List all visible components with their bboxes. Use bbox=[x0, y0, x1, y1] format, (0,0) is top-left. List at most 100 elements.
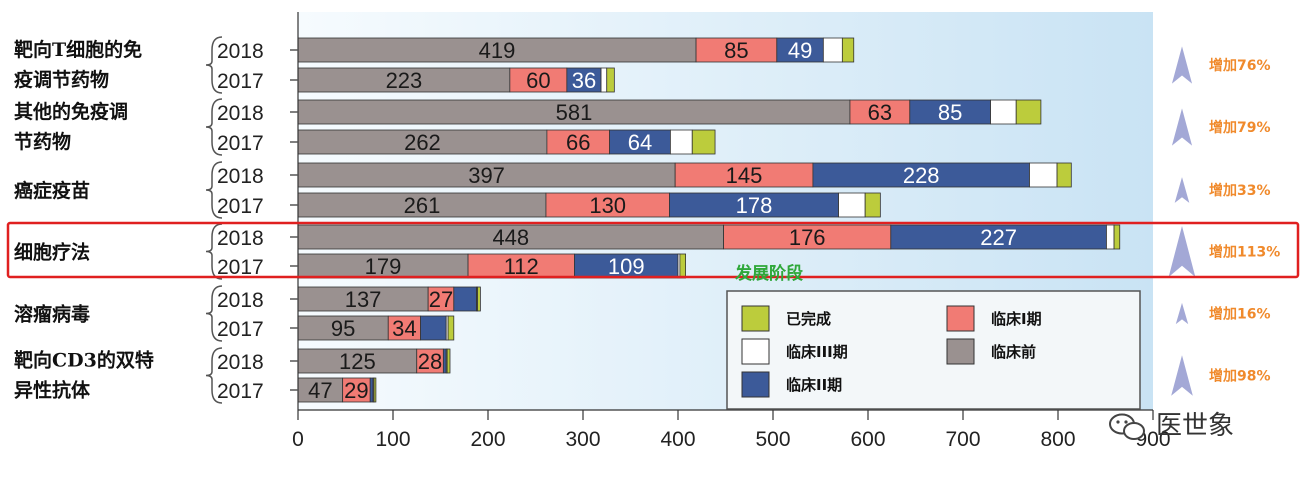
legend-swatch bbox=[741, 338, 770, 365]
category-brace bbox=[205, 36, 223, 94]
x-axis: 0 100 200 300 400 500 600 700 800 900 bbox=[292, 12, 1171, 451]
bar-segment bbox=[1056, 162, 1072, 188]
data-label: 448 bbox=[492, 225, 529, 250]
bar-segment bbox=[373, 377, 377, 403]
data-label: 85 bbox=[938, 100, 962, 125]
category-brace bbox=[205, 285, 223, 342]
bar-segment bbox=[909, 99, 991, 125]
data-label: 34 bbox=[392, 316, 416, 341]
year-label: 2017 bbox=[217, 132, 264, 155]
data-label: 85 bbox=[724, 38, 748, 63]
bar-segment bbox=[566, 67, 602, 93]
bar-segment bbox=[453, 286, 477, 312]
category-label: 异性抗体 bbox=[14, 379, 91, 402]
year-label: 2017 bbox=[217, 70, 264, 93]
bar-segment bbox=[838, 192, 866, 218]
bar-segment bbox=[691, 129, 716, 155]
category-label: 靶向T细胞的免 bbox=[14, 38, 142, 61]
increase-arrow-icon bbox=[1175, 302, 1189, 325]
year-label: 2018 bbox=[217, 289, 264, 312]
data-label: 261 bbox=[404, 193, 441, 218]
legend-label: 临床I期 bbox=[991, 310, 1042, 328]
data-label: 112 bbox=[504, 254, 539, 279]
bar-segment bbox=[890, 224, 1107, 250]
category-brace bbox=[205, 223, 223, 280]
x-tick-label: 700 bbox=[945, 428, 980, 451]
bar-segment bbox=[447, 315, 455, 341]
data-label: 64 bbox=[628, 130, 652, 155]
year-label: 2018 bbox=[217, 351, 264, 374]
bar-segment bbox=[442, 348, 447, 374]
increase-label: 增加33% bbox=[1209, 182, 1271, 199]
legend-swatch bbox=[741, 305, 770, 332]
increase-arrow-icon bbox=[1171, 46, 1193, 84]
year-label: 2017 bbox=[217, 380, 264, 403]
year-label: 2017 bbox=[217, 195, 264, 218]
data-label: 227 bbox=[980, 225, 1017, 250]
bar-segment bbox=[609, 129, 671, 155]
category-label: 节药物 bbox=[14, 130, 71, 153]
bar-segment bbox=[297, 162, 676, 188]
category-label: 其他的免疫调 bbox=[14, 100, 128, 123]
legend-box bbox=[726, 290, 1141, 410]
increase-label: 增加79% bbox=[1209, 119, 1271, 136]
bar-segment bbox=[342, 377, 371, 403]
bar-segment bbox=[297, 253, 469, 279]
x-tick-label: 600 bbox=[850, 428, 885, 451]
increase-indicators: 增加76% 增加79% 增加33% 增加113% 增加16% 增加98% bbox=[1168, 46, 1280, 396]
bar-segment bbox=[1015, 99, 1042, 125]
bar-segment bbox=[297, 286, 429, 312]
year-label: 2018 bbox=[217, 40, 264, 63]
bar-segment bbox=[849, 99, 911, 125]
data-label: 28 bbox=[418, 349, 442, 374]
bar-segment bbox=[369, 377, 374, 403]
wechat-icon bbox=[1109, 413, 1145, 440]
bar-segment bbox=[546, 129, 611, 155]
category-brace bbox=[205, 161, 223, 219]
data-label: 130 bbox=[589, 193, 626, 218]
data-label: 109 bbox=[608, 254, 645, 279]
bar-segment bbox=[297, 99, 851, 125]
data-label: 262 bbox=[404, 130, 441, 155]
year-label: 2018 bbox=[217, 165, 264, 188]
year-label: 2017 bbox=[217, 318, 264, 341]
legend-swatch bbox=[946, 305, 975, 332]
year-label: 2018 bbox=[217, 227, 264, 250]
bar-segment bbox=[387, 315, 421, 341]
year-label: 2017 bbox=[217, 256, 264, 279]
watermark-text: 医世象 bbox=[1156, 411, 1234, 441]
category-brace bbox=[205, 98, 223, 156]
bar-segment bbox=[1106, 224, 1115, 250]
data-label: 47 bbox=[308, 378, 332, 403]
bar-segment bbox=[420, 315, 447, 341]
data-label: 223 bbox=[386, 68, 423, 93]
category-label: 溶瘤病毒 bbox=[14, 303, 90, 326]
bar-segment bbox=[669, 192, 839, 218]
bar-segment bbox=[467, 253, 575, 279]
data-label: 49 bbox=[788, 38, 812, 63]
data-label: 27 bbox=[429, 287, 453, 312]
bar-segment bbox=[477, 286, 481, 312]
bar-segment bbox=[776, 37, 824, 63]
data-label: 419 bbox=[479, 38, 516, 63]
bar-segment bbox=[679, 253, 687, 279]
bar-segment bbox=[670, 129, 693, 155]
data-label: 36 bbox=[572, 68, 596, 93]
bar-segment bbox=[297, 315, 389, 341]
legend-label: 已完成 bbox=[786, 310, 831, 328]
increase-label: 增加16% bbox=[1209, 306, 1271, 323]
stage-annotation: 发展阶段 bbox=[734, 263, 803, 284]
x-tick-label: 800 bbox=[1040, 428, 1075, 451]
bars-layer: 419 85 49 223 60 36 581 63 85 262 66 64 397 145 228 261… bbox=[297, 37, 1121, 403]
watermark: 医世象 bbox=[1109, 411, 1234, 441]
data-label: 145 bbox=[726, 163, 763, 188]
bar-segment bbox=[600, 67, 608, 93]
bar-segment bbox=[812, 162, 1030, 188]
legend-label: 临床前 bbox=[991, 343, 1036, 361]
bar-segment bbox=[822, 37, 843, 63]
bar-segment bbox=[545, 192, 670, 218]
bar-segment bbox=[427, 286, 455, 312]
